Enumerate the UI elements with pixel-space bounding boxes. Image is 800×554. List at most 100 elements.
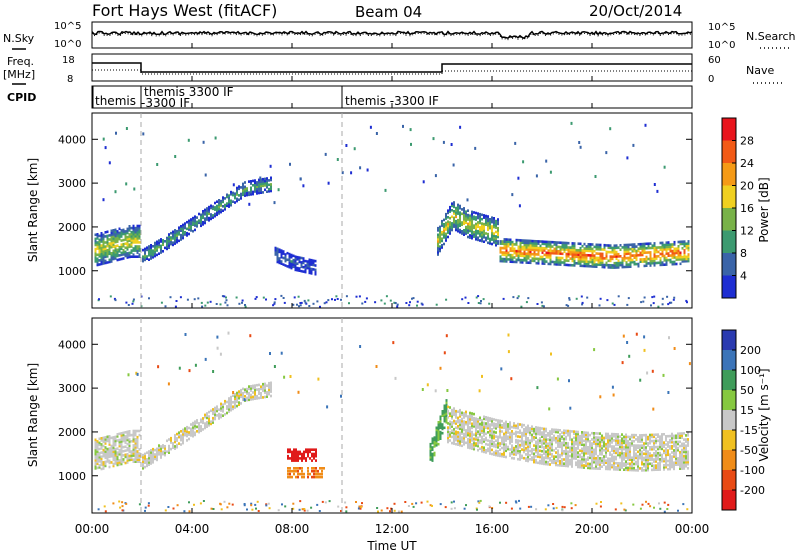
data-cell — [611, 266, 614, 269]
data-cell — [583, 464, 585, 467]
data-cell — [559, 459, 561, 463]
data-cell — [559, 248, 562, 251]
data-cell — [264, 177, 266, 181]
data-cell — [228, 205, 230, 208]
data-cell — [513, 424, 515, 427]
data-cell — [150, 462, 152, 465]
data-cell — [302, 257, 305, 260]
data-cell — [679, 465, 681, 468]
data-cell — [459, 206, 461, 210]
data-cell — [677, 256, 680, 259]
data-cell — [663, 451, 665, 455]
data-cell — [499, 442, 501, 445]
scatter-point — [138, 503, 141, 506]
data-cell — [615, 457, 617, 461]
scatter-point — [317, 377, 320, 381]
data-cell — [152, 256, 154, 259]
data-cell — [124, 254, 127, 258]
scatter-point — [393, 502, 396, 505]
data-cell — [553, 461, 555, 465]
scatter-point — [544, 508, 547, 511]
scatter-point — [605, 151, 608, 155]
data-cell — [603, 436, 605, 440]
data-cell — [451, 431, 453, 435]
data-cell — [577, 255, 580, 259]
data-cell — [491, 220, 493, 224]
data-cell — [561, 261, 564, 264]
scatter-point — [232, 183, 235, 187]
data-cell — [503, 253, 506, 257]
data-cell — [477, 432, 479, 435]
data-cell — [641, 436, 643, 439]
data-cell — [585, 460, 587, 463]
data-cell — [138, 448, 141, 451]
data-cell — [96, 245, 99, 248]
data-cell — [571, 259, 574, 263]
data-cell — [597, 258, 600, 262]
data-cell — [439, 415, 442, 419]
data-cell — [296, 269, 299, 272]
data-cell — [551, 438, 553, 442]
data-cell — [134, 433, 137, 437]
data-cell — [489, 446, 491, 449]
data-cell — [445, 223, 447, 227]
scatter-point — [686, 301, 688, 304]
data-cell — [116, 455, 119, 459]
data-cell — [591, 460, 593, 464]
data-cell — [224, 203, 226, 207]
data-cell — [585, 262, 588, 266]
data-cell — [168, 237, 170, 241]
colorbar-swatch — [722, 185, 736, 209]
data-cell — [465, 210, 467, 213]
data-cell — [287, 467, 289, 470]
data-cell — [627, 256, 630, 260]
data-cell — [256, 394, 258, 398]
data-cell — [437, 233, 439, 237]
data-cell — [529, 259, 532, 262]
data-cell — [445, 418, 448, 422]
data-cell — [525, 256, 528, 260]
scatter-point — [223, 295, 226, 298]
data-cell — [521, 442, 523, 445]
data-cell — [489, 448, 491, 451]
data-cell — [188, 426, 190, 430]
scatter-point — [282, 297, 285, 299]
data-cell — [635, 258, 638, 261]
data-cell — [210, 213, 212, 216]
data-cell — [495, 422, 497, 426]
data-cell — [182, 223, 184, 227]
data-cell — [110, 243, 113, 247]
scatter-point — [505, 501, 508, 504]
scatter-point — [645, 500, 647, 503]
data-cell — [687, 462, 689, 466]
data-cell — [212, 216, 214, 219]
data-cell — [565, 462, 567, 466]
data-cell — [172, 232, 174, 236]
data-cell — [134, 460, 137, 463]
data-cell — [623, 464, 625, 467]
data-cell — [306, 260, 309, 263]
data-cell — [457, 207, 459, 211]
data-cell — [441, 412, 444, 415]
data-cell — [300, 269, 303, 273]
data-cell — [681, 467, 683, 470]
scatter-point — [302, 184, 305, 188]
data-cell — [683, 446, 685, 450]
data-cell — [653, 242, 656, 245]
data-cell — [687, 434, 689, 437]
data-cell — [250, 182, 252, 185]
scatter-point — [668, 336, 670, 340]
data-cell — [639, 467, 641, 470]
data-cell — [477, 426, 479, 429]
data-cell — [152, 251, 154, 255]
data-cell — [96, 241, 99, 244]
data-cell — [473, 226, 475, 230]
data-cell — [475, 419, 477, 423]
data-cell — [653, 441, 655, 445]
colorbar-tick-label: -100 — [740, 464, 765, 477]
data-cell — [513, 453, 515, 456]
data-cell — [287, 448, 289, 451]
data-cell — [112, 249, 115, 253]
data-cell — [196, 430, 198, 433]
data-cell — [246, 189, 248, 192]
